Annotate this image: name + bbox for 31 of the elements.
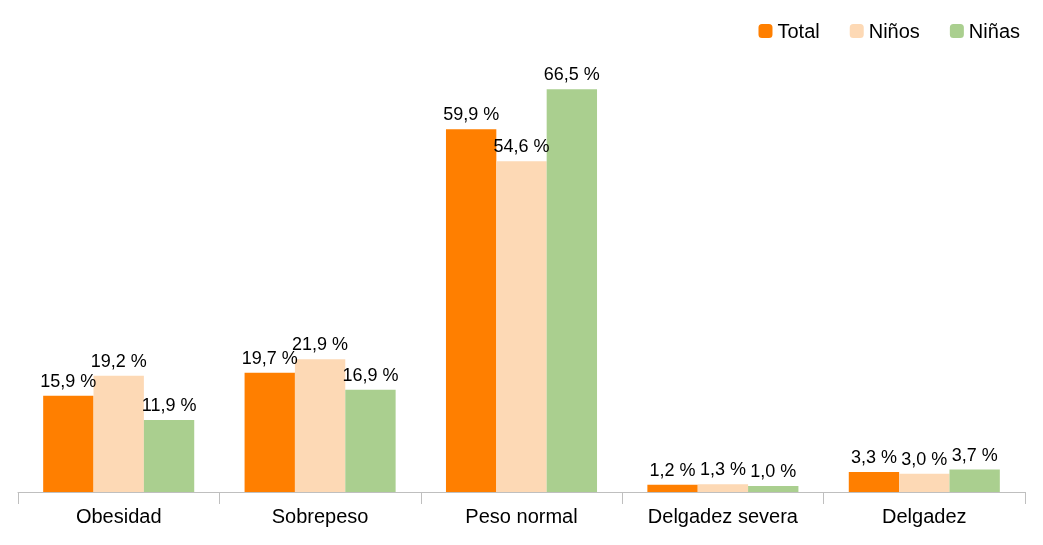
legend-label: Total bbox=[777, 20, 820, 42]
data-label: 1,0 % bbox=[750, 460, 797, 481]
bar bbox=[143, 419, 195, 492]
x-tick-label: Peso normal bbox=[465, 505, 578, 527]
x-tick-label: Sobrepeso bbox=[271, 505, 369, 527]
bar bbox=[848, 472, 900, 492]
data-label: 16,9 % bbox=[342, 364, 399, 385]
bar bbox=[899, 473, 950, 492]
data-label: 1,2 % bbox=[649, 459, 696, 480]
bar bbox=[345, 389, 396, 492]
bar bbox=[496, 161, 547, 492]
data-label: 3,0 % bbox=[901, 448, 948, 469]
data-label: 15,9 % bbox=[40, 370, 97, 391]
x-tick-label: Delgadez severa bbox=[647, 505, 799, 527]
bar bbox=[697, 484, 749, 492]
bar bbox=[43, 395, 94, 492]
data-label: 66,5 % bbox=[543, 64, 600, 85]
bar bbox=[244, 372, 295, 492]
data-label: 3,7 % bbox=[951, 444, 998, 465]
legend-label: Niños bbox=[868, 20, 920, 42]
x-tick-label: Obesidad bbox=[75, 505, 162, 527]
data-label: 3,3 % bbox=[850, 447, 897, 468]
data-label: 59,9 % bbox=[443, 104, 500, 125]
x-tick-label: Delgadez bbox=[882, 505, 967, 527]
bar bbox=[949, 469, 1000, 492]
data-label: 1,3 % bbox=[699, 459, 746, 480]
bar bbox=[748, 485, 799, 492]
legend-label: Niñas bbox=[968, 20, 1021, 42]
data-label: 19,2 % bbox=[90, 350, 147, 371]
bar bbox=[647, 484, 698, 492]
data-label: 11,9 % bbox=[141, 394, 197, 415]
